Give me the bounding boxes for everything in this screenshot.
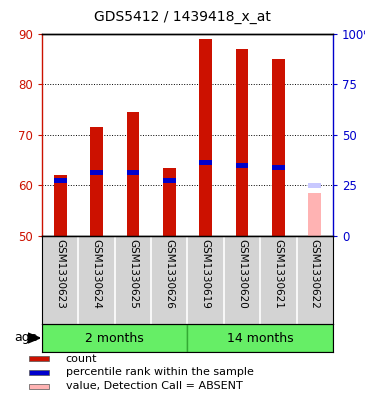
Text: GSM1330626: GSM1330626 [164,239,174,309]
Text: GSM1330623: GSM1330623 [55,239,65,309]
Bar [163,168,176,236]
Bar [127,170,139,175]
Text: GSM1330620: GSM1330620 [237,239,247,309]
Bar [188,324,333,352]
Bar [29,384,49,389]
Bar [54,175,66,236]
Text: GSM1330621: GSM1330621 [273,239,284,309]
Text: age: age [14,332,38,345]
Text: GSM1330624: GSM1330624 [92,239,101,309]
Bar [272,165,285,170]
Bar [42,324,188,352]
Bar [127,112,139,236]
Bar [272,59,285,236]
Text: GSM1330619: GSM1330619 [201,239,211,309]
Bar [29,356,49,361]
Text: GSM1330625: GSM1330625 [128,239,138,309]
Text: count: count [66,354,97,364]
Text: GSM1330622: GSM1330622 [310,239,320,309]
Bar [54,178,66,183]
Text: 2 months: 2 months [85,332,144,345]
Bar [236,49,249,236]
Text: GDS5412 / 1439418_x_at: GDS5412 / 1439418_x_at [94,10,271,24]
Bar [29,370,49,375]
Bar [90,170,103,175]
Bar [308,183,321,188]
Bar [199,160,212,165]
Text: 14 months: 14 months [227,332,293,345]
Bar [308,193,321,236]
Bar [90,127,103,236]
Text: value, Detection Call = ABSENT: value, Detection Call = ABSENT [66,381,242,391]
Bar [199,39,212,236]
Polygon shape [28,333,40,343]
Bar [163,178,176,183]
Text: percentile rank within the sample: percentile rank within the sample [66,367,254,377]
Bar [236,163,249,168]
